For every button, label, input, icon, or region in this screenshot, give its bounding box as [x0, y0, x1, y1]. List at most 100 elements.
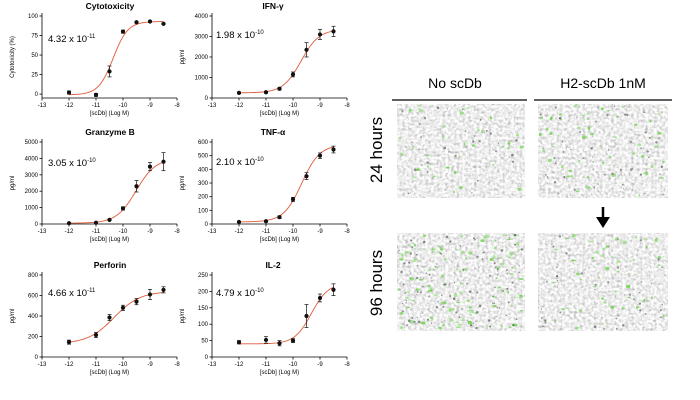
gfp-cell: [587, 175, 590, 179]
cell-shadow: [497, 142, 500, 144]
cell-shadow: [545, 174, 547, 176]
cell-shadow: [542, 325, 544, 328]
gfp-cell: [589, 132, 595, 136]
gfp-cell: [634, 236, 638, 239]
gfp-cell: [628, 296, 631, 299]
gfp-cell: [502, 234, 508, 236]
gfp-cell: [542, 279, 546, 281]
micrograph-24h-no-scdb: 100 µm: [397, 104, 525, 198]
cell-shadow: [520, 285, 522, 287]
data-point: [331, 147, 336, 152]
gfp-cell: [495, 277, 498, 279]
cell-shadow: [573, 188, 576, 191]
data-point: [107, 217, 112, 222]
gfp-cell: [489, 116, 493, 120]
gfp-cell: [538, 132, 542, 136]
gfp-cell: [569, 276, 572, 279]
cell-shadow: [444, 283, 447, 286]
cell-shadow: [478, 266, 480, 268]
data-point: [263, 90, 269, 95]
ec50-mantissa: 4.32 x 10: [48, 34, 87, 45]
cell-shadow: [559, 311, 562, 314]
gfp-cell: [428, 305, 431, 307]
gfp-cell: [561, 308, 565, 310]
gfp-cell: [518, 278, 524, 280]
gfp-cell: [657, 256, 662, 259]
gfp-cell: [494, 246, 497, 250]
x-tick-label: -13: [208, 229, 217, 235]
x-axis-title: [scDb] (Log M): [260, 237, 299, 243]
ec50-label: 4.79 x 10-10: [216, 288, 264, 299]
x-tick-label: -10: [289, 103, 298, 109]
cell-shadow: [513, 233, 517, 237]
cell-shadow: [478, 304, 482, 308]
cell-shadow: [544, 319, 547, 322]
gfp-cell: [515, 242, 520, 246]
gfp-cell: [406, 306, 411, 308]
gfp-cell: [477, 245, 480, 247]
data-point: [331, 29, 336, 34]
gfp-cell: [458, 155, 461, 158]
data-point: [120, 29, 126, 34]
data-point: [107, 69, 112, 74]
cell-shadow: [403, 262, 406, 265]
cell-shadow: [661, 266, 663, 269]
cell-shadow: [423, 240, 426, 244]
micrograph-panel: No scDb H2-scDb 1nM 24 hours 96 hours 10…: [367, 75, 672, 331]
x-tick-label: -10: [119, 229, 128, 235]
cell-shadow: [562, 151, 565, 153]
gfp-cell: [566, 175, 571, 177]
data-point: [161, 287, 166, 292]
y-axis-title: pg/ml: [180, 176, 186, 191]
y-tick-label: 4000: [25, 156, 39, 162]
x-tick-label: -9: [317, 103, 323, 109]
cell-shadow: [648, 136, 651, 139]
gfp-cell: [586, 118, 590, 121]
gfp-cell: [442, 301, 447, 304]
cell-shadow: [457, 256, 459, 258]
column-header-h2-scdb: H2-scDb 1nM: [560, 75, 646, 91]
gfp-cell: [492, 296, 497, 298]
gfp-cell: [413, 243, 417, 247]
cell-shadow: [454, 154, 457, 157]
fit-curve: [68, 292, 164, 343]
cell-shadow: [400, 270, 403, 274]
chart-title: TNF-α: [261, 127, 286, 137]
cell-shadow: [426, 318, 429, 321]
cell-shadow: [540, 317, 543, 319]
cell-shadow: [419, 291, 422, 294]
gfp-cell: [600, 146, 603, 149]
gfp-cell: [431, 248, 436, 251]
y-tick-label: 3000: [25, 173, 39, 179]
cell-shadow: [469, 290, 472, 293]
chart-title: IL-2: [265, 260, 280, 270]
cell-shadow: [562, 173, 564, 175]
gfp-cell: [467, 310, 469, 312]
gfp-cell: [507, 290, 510, 294]
gfp-cell: [658, 264, 661, 267]
cell-shadow: [562, 234, 564, 236]
gfp-cell: [578, 160, 580, 163]
gfp-cell: [580, 114, 585, 117]
x-tick-label: -11: [262, 362, 271, 368]
gfp-cell: [444, 258, 447, 261]
ec50-label: 4.32 x 10-11: [48, 34, 96, 45]
data-point: [290, 338, 296, 343]
y-tick-label: 100: [28, 14, 39, 20]
y-tick-label: 200: [198, 195, 209, 201]
gfp-cell: [581, 135, 587, 139]
data-point: [236, 90, 242, 95]
cell-shadow: [489, 325, 491, 328]
chart-granzyme-b: Granzyme B3.05 x 10-10-13 -12 -11 -10 -9 -801…: [10, 127, 180, 243]
x-tick-label: -9: [147, 103, 153, 109]
y-tick-label: 3000: [195, 35, 209, 41]
cell-shadow: [563, 175, 566, 179]
cell-shadow: [408, 261, 411, 264]
y-axis-title: pg/ml: [10, 176, 16, 191]
gfp-cell: [643, 238, 648, 241]
gfp-cell: [519, 145, 524, 149]
data-point: [93, 92, 99, 97]
x-tick-label: -9: [317, 229, 323, 235]
